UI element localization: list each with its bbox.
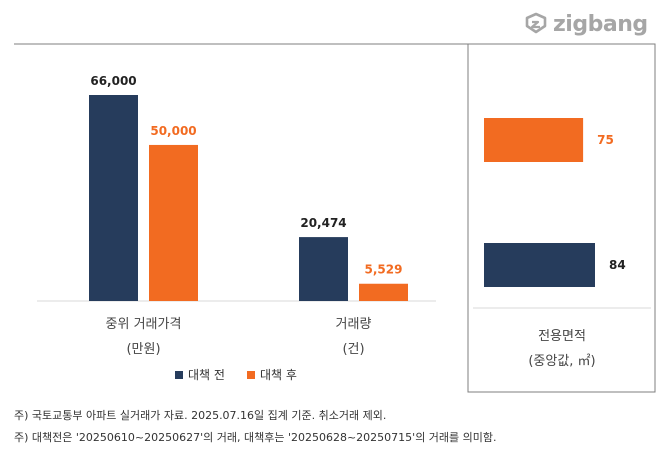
legend: 대책 전 대책 후 — [175, 366, 297, 383]
bar-before-1 — [299, 237, 348, 301]
hbar-category-label-0: 전용면적 — [538, 329, 586, 344]
hbar-value-label-after: 75 — [597, 133, 614, 147]
hbar-before — [484, 243, 595, 287]
brand-name: zigbang — [553, 11, 648, 37]
bar-value-label-after-0: 50,000 — [150, 124, 196, 138]
horizontal-category-label: 전용면적 (중앙값, ㎡) — [528, 329, 595, 369]
bar-after-0 — [149, 144, 198, 301]
hbar-category-label-1: (중앙값, ㎡) — [528, 354, 595, 369]
legend-label-after: 대책 후 — [259, 368, 297, 382]
footnote-2: 주) 대책전은 '20250610~20250627'의 거래, 대책후는 '2… — [14, 431, 497, 444]
footnote-1: 주) 국토교통부 아파트 실거래가 자료. 2025.07.16일 집계 기준.… — [14, 409, 387, 422]
legend-swatch-before — [175, 370, 183, 379]
hbar-after — [484, 118, 584, 162]
chart-area: 66,000 20,474 50,000 5,529 중위 거래가격 (만원) 거래량 (건… — [14, 43, 656, 393]
category-label-0-0: 중위 거래가격 — [106, 317, 182, 332]
footnotes: 주) 국토교통부 아파트 실거래가 자료. 2025.07.16일 집계 기준.… — [14, 405, 497, 449]
brand-logo: zigbang — [523, 10, 658, 38]
bar-before-0 — [89, 95, 138, 301]
hbar-value-label-before: 84 — [609, 258, 626, 272]
bar-value-label-before-0: 66,000 — [90, 74, 136, 88]
bar-value-label-after-1: 5,529 — [365, 263, 403, 277]
legend-label-before: 대책 전 — [188, 368, 225, 382]
zigbang-logo-icon — [525, 12, 547, 34]
legend-item-after: 대책 후 — [246, 366, 297, 383]
bar-after-1 — [359, 283, 408, 301]
right-panel-frame — [467, 43, 656, 393]
bar-value-label-before-1: 20,474 — [300, 216, 346, 230]
category-label-1-0: 거래량 — [336, 317, 372, 332]
horizontal-bars-group: 75 84 — [484, 118, 626, 287]
legend-swatch-after — [246, 370, 255, 379]
legend-item-before: 대책 전 — [175, 366, 225, 383]
vertical-bars-group: 66,000 20,474 50,000 5,529 — [89, 74, 408, 301]
category-label-0-1: (만원) — [126, 342, 160, 357]
vertical-category-labels: 중위 거래가격 (만원) 거래량 (건) — [106, 317, 372, 357]
category-label-1-1: (건) — [342, 342, 364, 357]
